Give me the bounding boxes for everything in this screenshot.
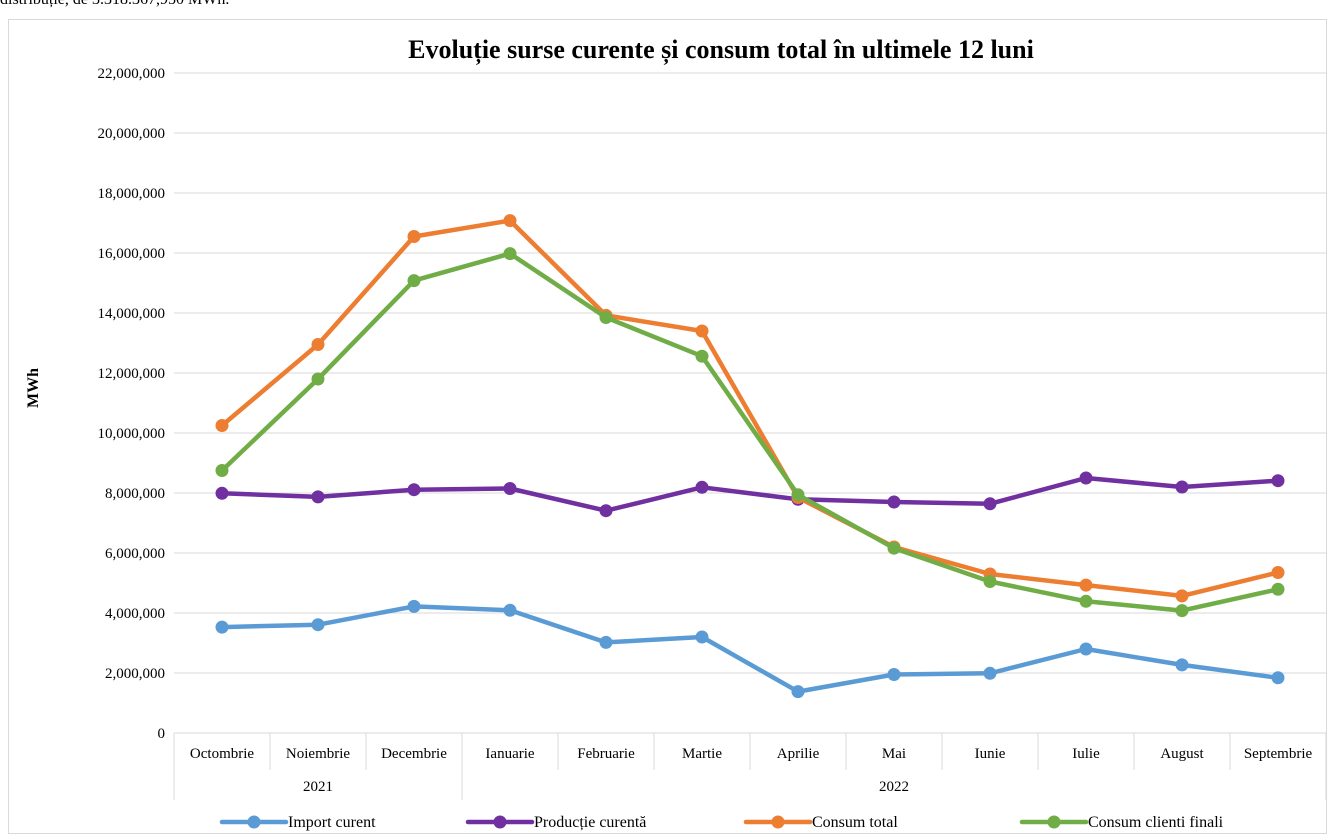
data-point bbox=[599, 504, 613, 518]
x-tick-label: Noiembrie bbox=[286, 746, 350, 762]
data-point bbox=[887, 541, 901, 555]
data-point bbox=[887, 668, 901, 681]
data-point bbox=[407, 599, 421, 613]
data-point bbox=[1271, 582, 1285, 596]
legend-marker bbox=[1047, 815, 1061, 829]
x-tick-label: Decembrie bbox=[381, 746, 447, 762]
gridlines bbox=[174, 72, 1326, 674]
data-point bbox=[1079, 471, 1093, 485]
data-point bbox=[599, 311, 613, 324]
data-point bbox=[407, 483, 421, 497]
x-tick-label: Aprilie bbox=[777, 746, 820, 762]
series-line-4 bbox=[219, 251, 1281, 613]
x-tick-label: August bbox=[1160, 746, 1204, 762]
data-point bbox=[407, 230, 421, 243]
data-point bbox=[1271, 566, 1285, 579]
data-point bbox=[1271, 474, 1285, 488]
y-tick-label: 14,000,000 bbox=[98, 306, 166, 322]
data-point bbox=[503, 603, 517, 617]
data-point bbox=[503, 482, 517, 495]
x-axis: Octombrie Noiembrie Decembrie Ianuarie Febru… bbox=[173, 732, 1327, 800]
data-point bbox=[1271, 671, 1285, 685]
y-tick-label: 22,000,000 bbox=[98, 66, 166, 82]
data-point bbox=[983, 575, 997, 588]
x-tick-label: Februarie bbox=[577, 746, 635, 762]
data-point bbox=[983, 666, 997, 680]
data-point bbox=[695, 324, 709, 338]
data-point bbox=[695, 630, 709, 644]
y-axis-ticks: 0 2,000,000 4,000,000 6,000,000 8,000,000 10,… bbox=[98, 66, 166, 742]
x-tick-label: Septembrie bbox=[1244, 746, 1313, 762]
legend-label: Import curent bbox=[288, 814, 376, 831]
intro-text-fragment: distribuție, de 3.318.367,950 MWh. bbox=[0, 0, 229, 9]
chart-border bbox=[8, 19, 1327, 834]
series-lines bbox=[215, 214, 1285, 699]
series-line-3 bbox=[219, 218, 1281, 599]
series-line-2 bbox=[219, 475, 1281, 513]
y-tick-label: 8,000,000 bbox=[105, 486, 165, 502]
legend-label: Producție curentă bbox=[534, 814, 646, 831]
y-tick-label: 4,000,000 bbox=[105, 606, 165, 622]
series-line-1 bbox=[219, 604, 1281, 694]
y-tick-label: 12,000,000 bbox=[98, 366, 166, 382]
x-tick-label: Iulie bbox=[1072, 746, 1100, 762]
data-point bbox=[1079, 642, 1093, 656]
data-point bbox=[215, 620, 229, 634]
x-group-label: 2021 bbox=[303, 779, 333, 795]
data-point bbox=[215, 419, 229, 432]
x-tick-label: Martie bbox=[682, 746, 722, 762]
chart-title: Evoluție surse curente și consum total î… bbox=[408, 35, 1034, 65]
data-point bbox=[215, 486, 229, 500]
data-point bbox=[599, 635, 613, 649]
data-point bbox=[1175, 658, 1189, 672]
data-point bbox=[503, 214, 517, 228]
data-point bbox=[311, 618, 325, 632]
y-tick-label: 6,000,000 bbox=[105, 546, 165, 562]
data-point bbox=[503, 247, 517, 261]
y-tick-label: 18,000,000 bbox=[98, 186, 166, 202]
data-point bbox=[887, 495, 901, 509]
data-point bbox=[791, 685, 805, 699]
data-point bbox=[311, 490, 325, 504]
data-point bbox=[1175, 604, 1189, 618]
y-axis-label: MWh bbox=[25, 368, 42, 408]
legend-marker bbox=[771, 815, 785, 829]
data-point bbox=[695, 480, 709, 494]
legend-label: Consum total bbox=[812, 814, 898, 831]
data-point bbox=[1175, 589, 1189, 603]
x-tick-label: Ianuarie bbox=[485, 746, 534, 762]
x-tick-label: Octombrie bbox=[190, 746, 254, 762]
data-point bbox=[311, 372, 325, 386]
x-tick-label: Mai bbox=[882, 746, 906, 762]
data-point bbox=[1079, 594, 1093, 608]
legend-marker bbox=[493, 815, 507, 829]
legend-marker bbox=[247, 815, 261, 829]
data-point bbox=[791, 488, 805, 502]
data-point bbox=[215, 464, 229, 477]
legend: Import curent Producție curentă Consum tot… bbox=[219, 814, 1224, 831]
x-tick-label: Iunie bbox=[975, 746, 1006, 762]
data-point bbox=[407, 274, 421, 288]
data-point bbox=[695, 349, 709, 363]
data-point bbox=[1079, 578, 1093, 592]
data-point bbox=[311, 338, 325, 351]
y-tick-label: 20,000,000 bbox=[98, 126, 166, 142]
legend-label: Consum clienti finali bbox=[1088, 814, 1224, 831]
y-tick-label: 0 bbox=[158, 726, 166, 742]
y-tick-label: 16,000,000 bbox=[98, 246, 166, 262]
y-tick-label: 10,000,000 bbox=[98, 426, 166, 442]
x-group-label: 2022 bbox=[879, 779, 909, 795]
data-point bbox=[1175, 480, 1189, 494]
y-tick-label: 2,000,000 bbox=[105, 666, 165, 682]
data-point bbox=[983, 497, 997, 511]
